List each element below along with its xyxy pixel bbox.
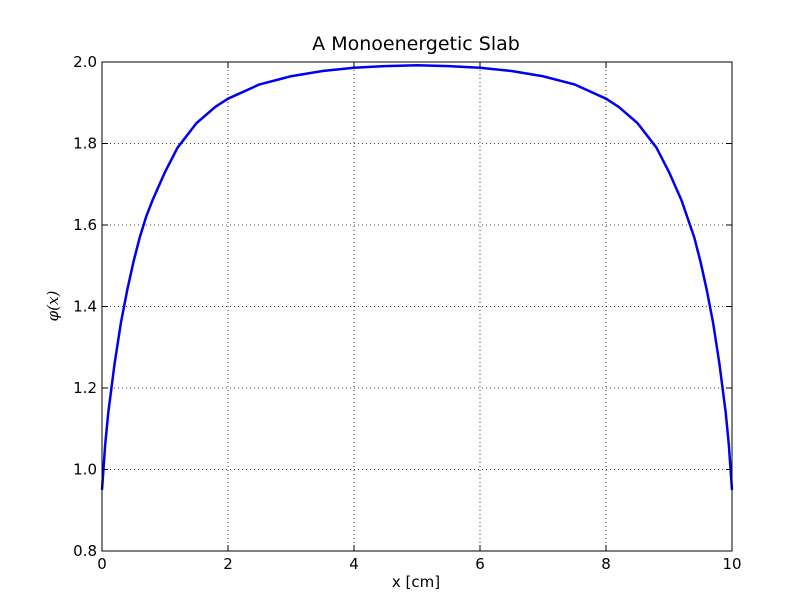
x-tick-label: 4 [349, 555, 359, 573]
x-tick-label: 2 [223, 555, 233, 573]
tick-marks [101, 61, 733, 552]
x-tick-label: 0 [97, 555, 107, 573]
y-tick-label: 1.6 [73, 216, 97, 234]
x-tick-label: 10 [722, 555, 741, 573]
grid [102, 62, 732, 551]
y-tick-label: 1.8 [73, 135, 97, 153]
y-tick-labels: 0.8 1.0 1.2 1.4 1.6 1.8 2.0 [73, 53, 97, 560]
x-axis-label: x [cm] [392, 573, 440, 591]
series-layer [100, 64, 734, 490]
y-tick-label: 1.4 [73, 298, 97, 316]
y-tick-label: 1.2 [73, 379, 97, 397]
y-axis-label: φ(x) [44, 291, 62, 322]
x-tick-label: 6 [475, 555, 485, 573]
x-tick-label: 8 [601, 555, 611, 573]
y-tick-label: 0.8 [73, 542, 97, 560]
x-tick-labels: 0 2 4 6 8 10 [97, 555, 741, 573]
series-line-0 [100, 64, 734, 490]
chart-title: A Monoenergetic Slab [312, 33, 520, 55]
y-tick-label: 1.0 [73, 461, 97, 479]
y-tick-label: 2.0 [73, 53, 97, 71]
